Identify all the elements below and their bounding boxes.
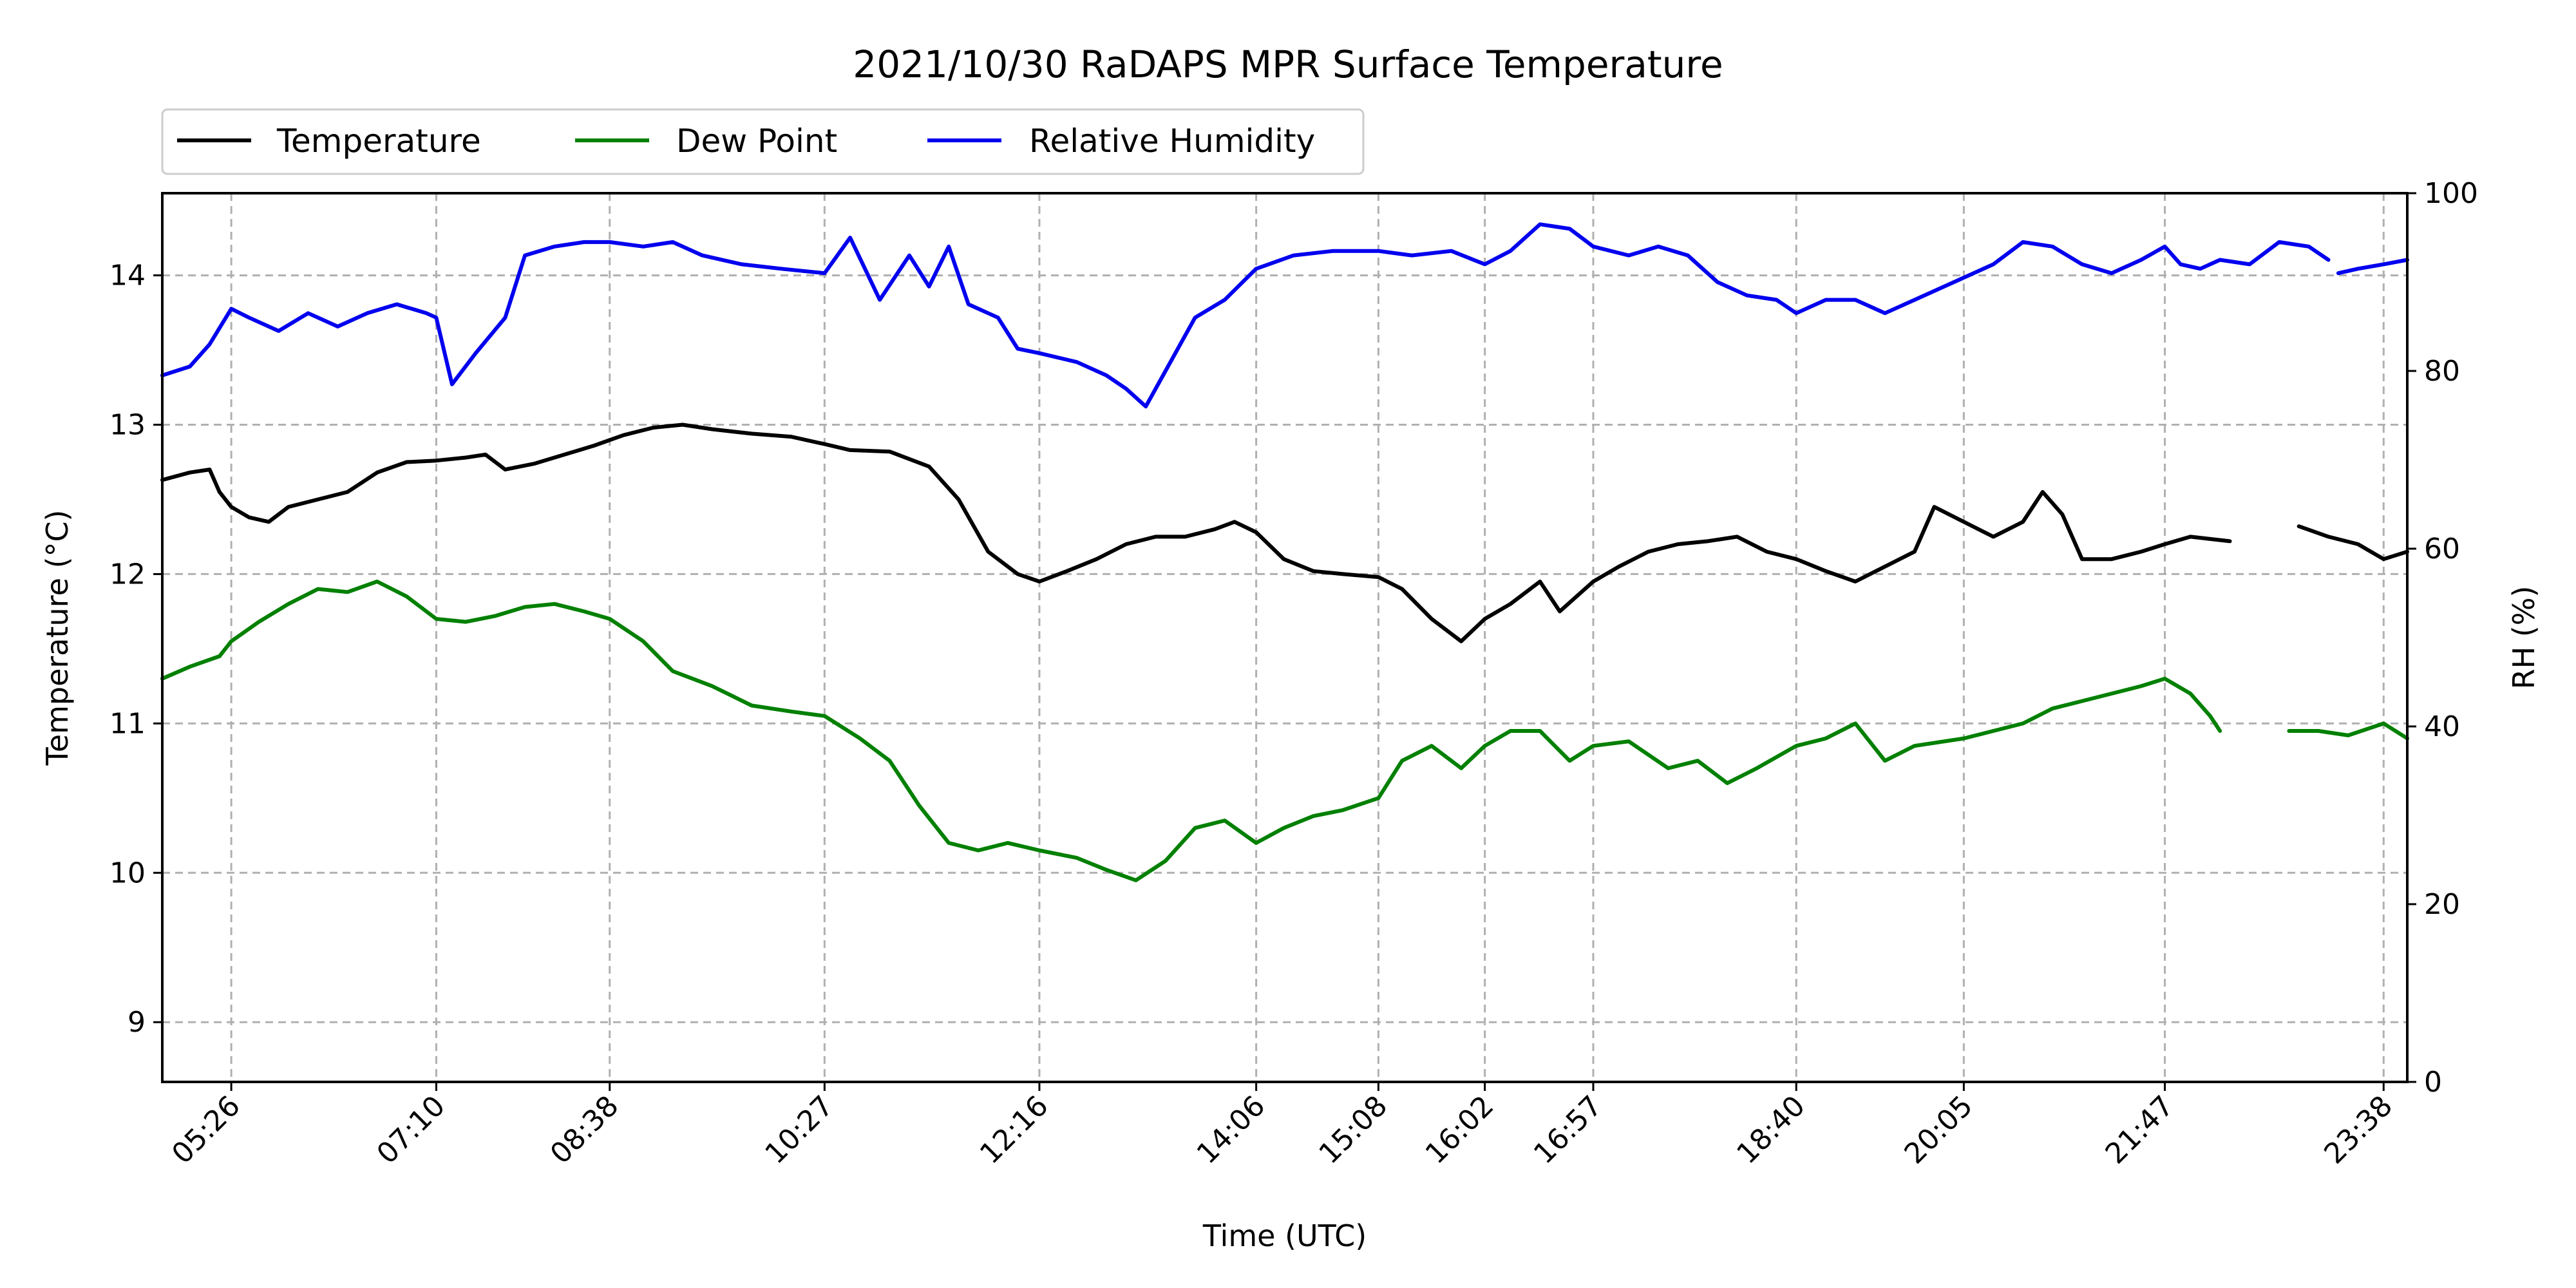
y2-tick-label: 100 xyxy=(2424,177,2478,210)
x-axis-title: Time (UTC) xyxy=(1202,1218,1367,1253)
y-tick-label: 13 xyxy=(109,408,146,441)
y-tick-label: 11 xyxy=(109,707,146,740)
series-line-relative-humidity xyxy=(160,222,2409,409)
y-tick-label: 10 xyxy=(109,857,146,889)
y-tick-label: 14 xyxy=(109,260,146,292)
series-line-dew-point xyxy=(160,580,2409,882)
y-axis-right: 0 20 40 60 80 100 xyxy=(2407,177,2478,1099)
y2-tick-label: 40 xyxy=(2424,710,2460,743)
y2-tick-label: 20 xyxy=(2424,888,2460,921)
y2-tick-label: 0 xyxy=(2424,1066,2442,1099)
legend-label-relative-humidity: Relative Humidity xyxy=(1029,122,1315,160)
series-line-temperature xyxy=(160,422,2409,643)
y2-tick-label: 80 xyxy=(2424,355,2460,388)
grid-lines xyxy=(162,193,2407,1082)
y2-axis-title: RH (%) xyxy=(2506,586,2541,690)
plot-frame xyxy=(161,192,2409,1083)
legend-label-dew-point: Dew Point xyxy=(676,122,837,160)
y2-tick-label: 60 xyxy=(2424,533,2460,565)
y-axis-left: 9 10 11 12 13 14 xyxy=(109,260,162,1039)
legend-box xyxy=(161,108,1365,175)
series-lines xyxy=(160,222,2409,882)
y-tick-label: 12 xyxy=(109,558,146,591)
legend-label-temperature: Temperature xyxy=(276,122,481,160)
y-axis-title: Temperature (°C) xyxy=(40,509,75,766)
legend: Temperature Dew Point Relative Humidity xyxy=(161,108,1365,175)
y-tick-label: 9 xyxy=(128,1006,146,1039)
chart-title: 2021/10/30 RaDAPS MPR Surface Temperatur… xyxy=(853,43,1723,86)
